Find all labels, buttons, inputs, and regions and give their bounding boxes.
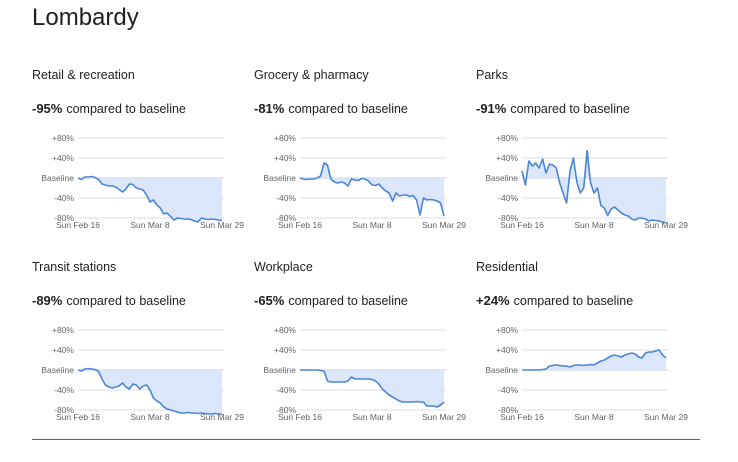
panel-transit-stations: Transit stations -89% compared to baselin… [32,260,252,430]
percent-change: -81% [254,101,285,116]
bottom-divider [32,439,700,440]
page-title: Lombardy [32,4,139,31]
y-tick-label: Baseline [41,173,74,183]
series-line [77,367,223,416]
y-tick-label: -80% [54,213,74,223]
y-tick-label: -40% [498,385,518,395]
y-tick-label: -80% [498,213,518,223]
y-tick-label: +80% [52,133,74,143]
x-tick-label: Sun Mar 8 [574,412,613,422]
panel-title: Retail & recreation [32,68,135,82]
x-tick-label: Sun Mar 29 [422,220,466,230]
series-line [300,369,445,408]
change-summary: -81% compared to baseline [254,100,408,118]
x-tick-label: Sun Feb 16 [56,412,100,422]
mobility-chart: +80% +40% Baseline -40% -80%Sun Feb 16 Sun Ma… [41,325,244,422]
y-tick-label: -40% [276,193,296,203]
series-area [522,150,666,223]
compare-label: compared to baseline [288,294,408,308]
y-tick-label: +80% [496,133,518,143]
compare-label: compared to baseline [288,102,408,116]
panel-title: Transit stations [32,260,117,274]
mobility-chart: +80% +40% Baseline -40% -80%Sun Feb 16 Sun Ma… [485,133,688,230]
change-summary: -89% compared to baseline [32,292,186,310]
panel-title: Workplace [254,260,313,274]
y-tick-label: -40% [276,385,296,395]
panel-title: Grocery & pharmacy [254,68,369,82]
y-tick-label: -80% [276,405,296,415]
x-tick-label: Sun Mar 29 [644,220,688,230]
change-summary: -65% compared to baseline [254,292,408,310]
x-tick-label: Sun Mar 8 [130,220,169,230]
x-tick-label: Sun Mar 8 [352,412,391,422]
y-tick-label: -40% [54,385,74,395]
mobility-chart: +80% +40% Baseline -40% -80%Sun Feb 16 Sun Ma… [485,325,688,422]
panel-title: Residential [476,260,538,274]
change-summary: -91% compared to baseline [476,100,630,118]
y-tick-label: +80% [496,325,518,335]
y-tick-label: -80% [54,405,74,415]
percent-change: -89% [32,293,63,308]
series-area [300,163,444,216]
x-tick-label: Sun Mar 8 [574,220,613,230]
y-tick-label: Baseline [485,365,518,375]
x-tick-label: Sun Mar 8 [130,412,169,422]
y-tick-label: Baseline [41,365,74,375]
series-line [521,149,667,224]
y-tick-label: +40% [52,153,74,163]
percent-change: +24% [476,293,510,308]
change-summary: -95% compared to baseline [32,100,186,118]
compare-label: compared to baseline [66,294,186,308]
x-tick-label: Sun Mar 29 [644,412,688,422]
y-tick-label: +80% [274,133,296,143]
y-tick-label: -80% [276,213,296,223]
y-tick-label: -40% [498,193,518,203]
series-line [77,175,223,223]
series-area [78,368,222,415]
y-tick-label: Baseline [263,365,296,375]
mobility-chart: +80% +40% Baseline -40% -80%Sun Feb 16 Sun Ma… [263,133,466,230]
x-tick-label: Sun Feb 16 [278,412,322,422]
y-tick-label: +80% [274,325,296,335]
y-tick-label: -40% [54,193,74,203]
compare-label: compared to baseline [510,102,630,116]
x-tick-label: Sun Feb 16 [500,220,544,230]
panel-parks: Parks -91% compared to baseline +80% +40% B… [476,68,696,238]
y-tick-label: +40% [52,345,74,355]
percent-change: -65% [254,293,285,308]
x-tick-label: Sun Mar 29 [200,412,244,422]
compare-label: compared to baseline [66,102,186,116]
y-tick-label: +40% [274,153,296,163]
change-summary: +24% compared to baseline [476,292,633,310]
mobility-chart: +80% +40% Baseline -40% -80%Sun Feb 16 Sun Ma… [41,133,244,230]
y-tick-label: +40% [496,345,518,355]
series-line [299,162,445,217]
percent-change: -91% [476,101,507,116]
x-tick-label: Sun Mar 8 [352,220,391,230]
x-tick-label: Sun Feb 16 [278,220,322,230]
y-tick-label: +40% [496,153,518,163]
x-tick-label: Sun Mar 29 [422,412,466,422]
panel-residential: Residential +24% compared to baseline +80… [476,260,696,430]
panel-title: Parks [476,68,508,82]
y-tick-label: Baseline [263,173,296,183]
y-tick-label: -80% [498,405,518,415]
x-tick-label: Sun Feb 16 [56,220,100,230]
series-line [522,349,667,371]
panel-grocery-pharmacy: Grocery & pharmacy -81% compared to basel… [254,68,474,238]
compare-label: compared to baseline [513,294,634,308]
y-tick-label: +80% [52,325,74,335]
percent-change: -95% [32,101,63,116]
x-tick-label: Sun Mar 29 [200,220,244,230]
y-tick-label: Baseline [485,173,518,183]
series-area [78,176,222,222]
mobility-chart: +80% +40% Baseline -40% -80%Sun Feb 16 Sun Ma… [263,325,466,422]
x-tick-label: Sun Feb 16 [500,412,544,422]
series-area [300,370,444,407]
panel-workplace: Workplace -65% compared to baseline +80% +… [254,260,474,430]
series-area [522,350,666,370]
panel-retail-recreation: Retail & recreation -95% compared to base… [32,68,252,238]
y-tick-label: +40% [274,345,296,355]
